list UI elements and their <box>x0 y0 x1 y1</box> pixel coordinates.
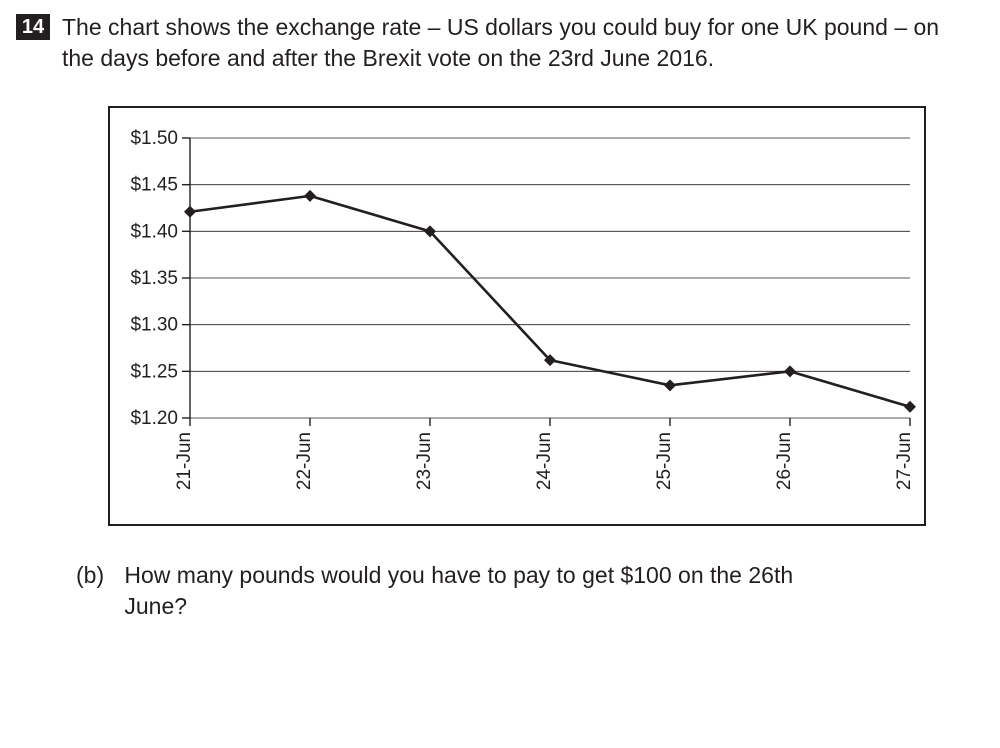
question-text: The chart shows the exchange rate – US d… <box>62 12 962 74</box>
svg-text:$1.30: $1.30 <box>130 315 178 336</box>
exchange-rate-chart: $1.20 $1.25 $1.30 $1.35 $1.40 $1.45 $1.50 21-Ju… <box>110 108 924 524</box>
svg-text:27-Jun: 27-Jun <box>894 432 915 490</box>
chart-container: $1.20 $1.25 $1.30 $1.35 $1.40 $1.45 $1.50 21-Ju… <box>108 106 926 526</box>
svg-text:$1.45: $1.45 <box>130 175 178 196</box>
question-number: 14 <box>22 16 44 38</box>
subquestion-label: (b) <box>76 560 118 591</box>
svg-text:$1.40: $1.40 <box>130 221 178 242</box>
svg-text:23-Jun: 23-Jun <box>414 432 435 490</box>
svg-text:24-Jun: 24-Jun <box>534 432 555 490</box>
svg-text:$1.20: $1.20 <box>130 408 178 429</box>
svg-text:$1.25: $1.25 <box>130 361 178 382</box>
question-number-box: 14 <box>16 14 50 40</box>
svg-text:26-Jun: 26-Jun <box>774 432 795 490</box>
page: 14 The chart shows the exchange rate – U… <box>0 0 1000 748</box>
svg-text:22-Jun: 22-Jun <box>294 432 315 490</box>
svg-text:$1.50: $1.50 <box>130 128 178 149</box>
subquestion-text: How many pounds would you have to pay to… <box>124 560 824 622</box>
svg-text:21-Jun: 21-Jun <box>174 432 195 490</box>
svg-text:25-Jun: 25-Jun <box>654 432 675 490</box>
subquestion: (b) How many pounds would you have to pa… <box>76 560 956 622</box>
svg-text:$1.35: $1.35 <box>130 268 178 289</box>
